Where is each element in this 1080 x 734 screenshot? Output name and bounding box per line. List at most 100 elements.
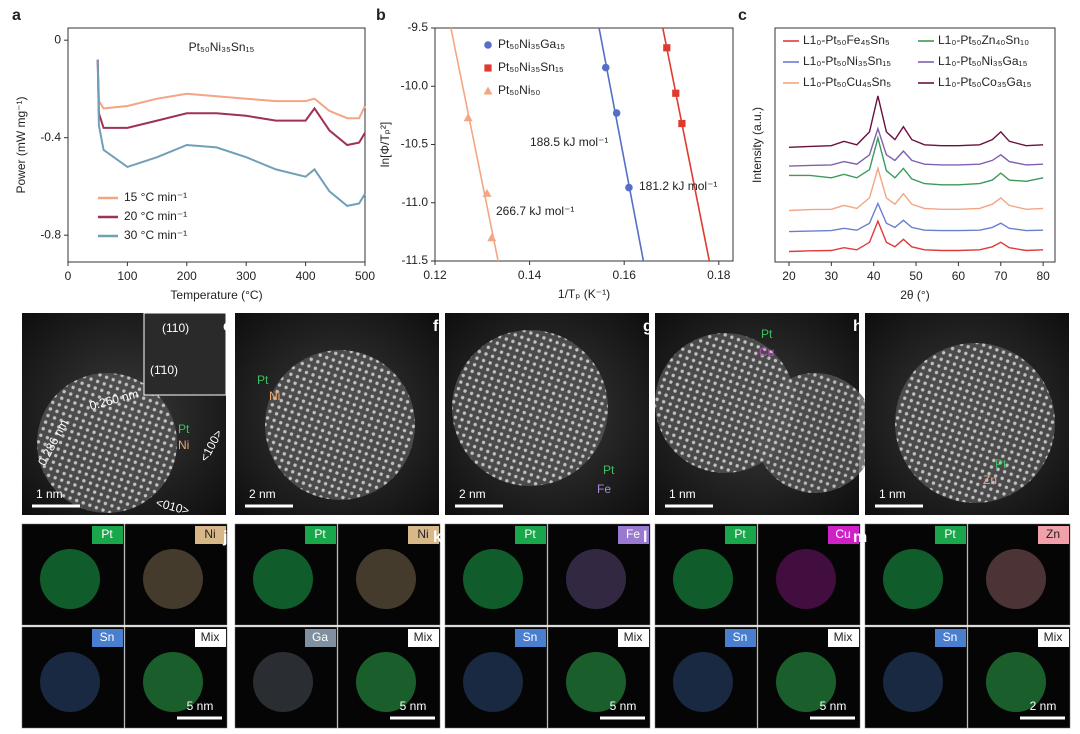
y-tick-label: -9.5 <box>407 20 428 34</box>
scale-label: 5 nm <box>820 699 847 713</box>
legend-label: Pt₅₀Ni₃₅Ga₁₅ <box>498 37 565 51</box>
legend-label: L1₀-Pt₅₀Co₃₅Ga₁₅ <box>938 75 1032 89</box>
panel-letter: d <box>10 318 20 335</box>
y-axis-label: Intensity (a.u.) <box>750 107 764 183</box>
y-tick-label: -11.0 <box>402 195 429 209</box>
series-line <box>96 59 366 207</box>
x-tick-label: 300 <box>236 269 256 283</box>
panel-letter: j <box>222 529 227 546</box>
scale-label: 1 nm <box>669 487 696 501</box>
tile-label: Mix <box>834 630 853 644</box>
tile-label: Ni <box>204 527 215 541</box>
legend-marker <box>483 86 493 95</box>
map-panel: Pt Cu Sn Mix l 5 nm <box>643 523 861 729</box>
tile-tag <box>92 526 123 544</box>
tile-label: Fe <box>626 527 640 541</box>
element-signal <box>776 652 836 712</box>
scale-label: 5 nm <box>187 699 214 713</box>
fit-line <box>662 27 711 262</box>
image-panel: f Pt Fe 2 nm <box>433 313 649 515</box>
series-line <box>788 165 1044 212</box>
x-tick-label: 0 <box>65 269 72 283</box>
x-axis-label: 1/Tₚ (K⁻¹) <box>558 287 610 301</box>
x-tick-label: 0.12 <box>423 268 447 282</box>
fft-inset <box>143 312 227 396</box>
tile-tag <box>725 629 756 647</box>
image-panel: g Pt Cu 1 nm <box>643 313 875 515</box>
image-label: Pt <box>995 457 1007 471</box>
scale-label: 1 nm <box>36 487 63 501</box>
element-signal <box>463 652 523 712</box>
image-panel: h Pt Zn 1 nm <box>853 313 1069 515</box>
element-signal <box>986 549 1046 609</box>
element-signal <box>776 549 836 609</box>
tile-tag <box>828 526 859 544</box>
tile-label: Sn <box>733 630 748 644</box>
particle-lattice <box>265 350 415 500</box>
y-tick-label: -10.0 <box>401 78 429 92</box>
legend-label: L1₀-Pt₅₀Ni₃₅Ga₁₅ <box>938 54 1028 68</box>
map-panel: Pt Fe Sn Mix k 5 nm <box>433 523 651 729</box>
x-tick-label: 0.18 <box>707 268 731 282</box>
element-signal <box>986 652 1046 712</box>
tile-label: Pt <box>734 527 746 541</box>
tile-tag <box>305 629 336 647</box>
x-tick-label: 0.14 <box>518 268 542 282</box>
map-panel: Pt Zn Sn Mix m 2 nm <box>853 523 1071 729</box>
data-point <box>463 113 473 122</box>
x-tick-label: 60 <box>952 269 966 283</box>
series-line <box>789 135 1044 186</box>
tile-label: Pt <box>314 527 326 541</box>
panel-letter: m <box>853 529 867 546</box>
scale-label: 5 nm <box>400 699 427 713</box>
tile-tag <box>408 629 439 647</box>
tile-tag <box>515 629 546 647</box>
tile-tag <box>725 526 756 544</box>
particle-lattice <box>895 343 1055 503</box>
tile-tag <box>195 629 226 647</box>
element-signal <box>253 549 313 609</box>
legend-label: L1₀-Pt₅₀Ni₃₅Sn₁₅ <box>803 54 891 68</box>
tile-label: Sn <box>523 630 538 644</box>
data-point <box>601 63 610 72</box>
tile-label: Sn <box>943 630 958 644</box>
tile-tag <box>195 526 226 544</box>
x-axis-label: Temperature (°C) <box>170 288 262 302</box>
series-line <box>96 59 366 120</box>
tile-label: Pt <box>944 527 956 541</box>
panel-letter: c <box>738 7 747 24</box>
legend-label: 30 °C min⁻¹ <box>124 228 187 242</box>
plot-frame <box>67 27 366 263</box>
element-signal <box>253 652 313 712</box>
x-tick-label: 20 <box>782 269 796 283</box>
x-tick-label: 40 <box>867 269 881 283</box>
element-signal <box>673 549 733 609</box>
element-signal <box>40 652 100 712</box>
tile-label: Pt <box>524 527 536 541</box>
scale-label: 5 nm <box>610 699 637 713</box>
map-panel: Pt Ni Sn Mix i 5 nm <box>10 523 228 729</box>
panel-letter: f <box>433 318 439 335</box>
tile-label: Mix <box>624 630 643 644</box>
map-panel: Pt Ni Ga Mix j 5 nm <box>222 523 441 729</box>
tile-tag <box>515 526 546 544</box>
image-label: Ni <box>269 389 280 403</box>
plot-frame <box>774 27 1056 263</box>
panel-letter: l <box>643 529 647 546</box>
image-label: Ni <box>178 438 189 452</box>
series-line <box>788 219 1044 253</box>
series-line <box>788 201 1044 233</box>
image-label: Zn <box>983 473 997 487</box>
series-line <box>96 59 366 147</box>
element-signal <box>356 652 416 712</box>
image-label: Cu <box>759 345 774 359</box>
x-tick-label: 0.16 <box>613 268 637 282</box>
tile-label: Ga <box>312 630 328 644</box>
tile-tag <box>935 629 966 647</box>
data-point <box>482 188 492 197</box>
energy-annotation: 181.2 kJ mol⁻¹ <box>639 179 717 193</box>
element-signal <box>883 652 943 712</box>
x-tick-label: 200 <box>177 269 197 283</box>
